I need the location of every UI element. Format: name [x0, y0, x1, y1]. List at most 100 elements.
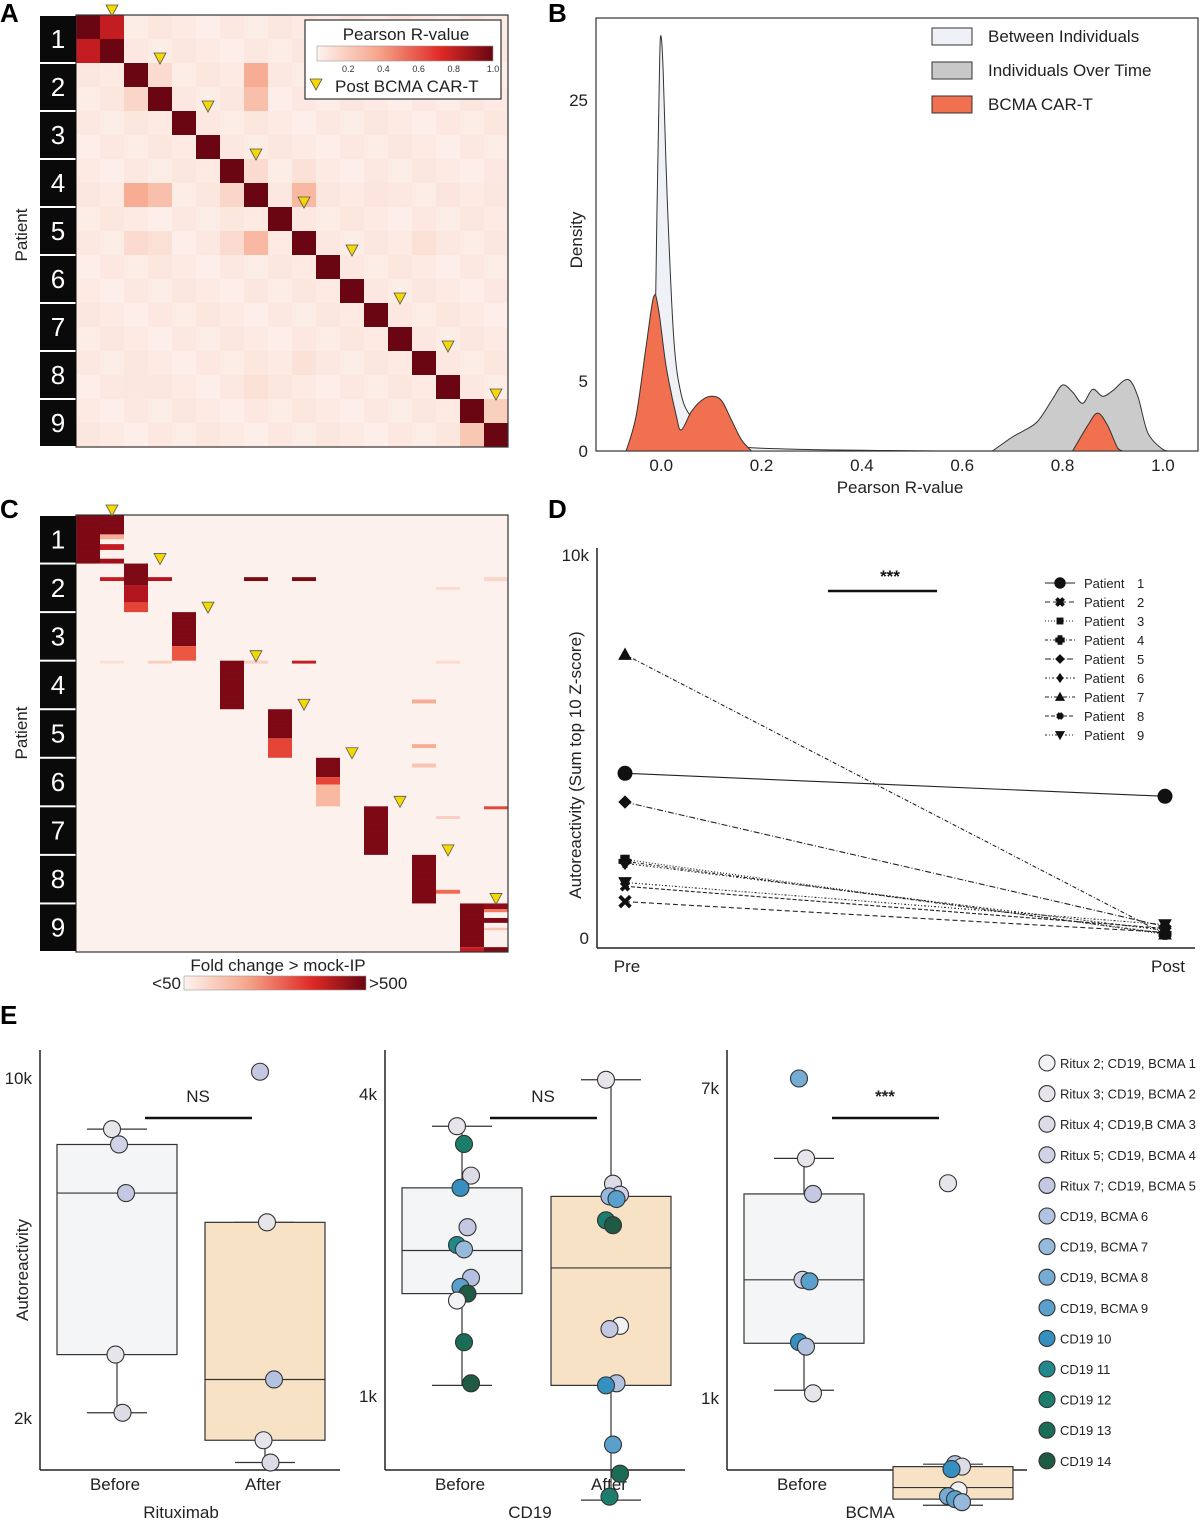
legend-label: Ritux 5; CD19, BCMA 4 — [1060, 1148, 1196, 1163]
density-xtick: 0.4 — [850, 456, 874, 475]
heatmap-cell — [268, 63, 293, 88]
density-plot-frame — [595, 17, 1199, 452]
heatmap-cell — [124, 111, 149, 136]
heatmap-cell — [220, 303, 245, 328]
line-legend: Patient 1 Patient 2 Patient 3 Patient 4 Patient 5… — [1045, 576, 1144, 743]
colorbar-c — [183, 975, 367, 991]
line-series — [617, 647, 1173, 940]
panel-a-heatmap: 1 2 3 4 5 6 7 8 9 Patient Pearson R-value — [12, 4, 509, 448]
heatmap-cell — [76, 63, 101, 88]
heatmap-cell — [268, 327, 293, 352]
box-point — [796, 1337, 816, 1356]
heatmap-cell — [268, 15, 293, 40]
legend-label: Individuals Over Time — [988, 61, 1151, 80]
heatmap-cell — [244, 279, 269, 304]
marker-patient-6 — [620, 856, 630, 871]
heatmap-c-bar — [484, 909, 508, 913]
heatmap-cell — [460, 255, 485, 280]
legend-marker-square — [1056, 617, 1064, 625]
significance-label: NS — [531, 1087, 555, 1106]
heatmap-cell — [220, 159, 245, 184]
panel-e-boxplots: Autoreactivity 10k 2k Before After Rituximab… — [5, 1050, 1196, 1520]
heatmap-cell — [244, 303, 269, 328]
box-point — [454, 1134, 474, 1154]
heatmap-cell — [172, 231, 197, 256]
box-ytick: 1k — [701, 1389, 719, 1408]
heatmap-cell — [436, 135, 461, 160]
patient-group-block — [40, 112, 76, 158]
heatmap-cell — [196, 351, 221, 376]
legend-id: 4 — [1137, 633, 1144, 648]
heatmap-cell — [172, 327, 197, 352]
heatmap-cell — [196, 39, 221, 64]
heatmap-cell — [172, 87, 197, 112]
line-patient-2 — [624, 901, 1166, 933]
legend-label: Patient — [1084, 709, 1125, 724]
density-xtick: 0.8 — [1051, 456, 1075, 475]
heatmap-cell — [76, 15, 101, 40]
heatmap-cell — [172, 183, 197, 208]
heatmap-cell — [364, 351, 389, 376]
heatmap-cell — [316, 231, 341, 256]
heatmap-cell — [148, 303, 173, 328]
heatmap-cell — [268, 135, 293, 160]
heatmap-cell — [76, 231, 101, 256]
heatmap-cell — [244, 63, 269, 88]
patient-group-label: 8 — [51, 864, 65, 894]
density-xtick: 0.2 — [750, 456, 774, 475]
heatmap-cell — [220, 207, 245, 232]
heatmap-a-legend: Pearson R-value 0.2 0.4 0.6 0.8 1.0 Post — [304, 19, 502, 100]
heatmap-cell — [244, 231, 269, 256]
legend-marker-circle — [1054, 577, 1066, 589]
box-point — [254, 1431, 273, 1450]
heatmap-c-bar — [484, 918, 508, 923]
boxplot-rituximab: 10k 2k Before After Rituximab NS — [5, 1050, 340, 1520]
heatmap-cell — [412, 375, 437, 400]
legend-swatch-circle — [1038, 1176, 1056, 1194]
heatmap-cell — [76, 375, 101, 400]
heatmap-cell — [412, 135, 437, 160]
heatmap-cell — [124, 63, 149, 88]
heatmap-cell — [124, 231, 149, 256]
heatmap-cell — [268, 207, 293, 232]
heatmap-cell — [460, 183, 485, 208]
box-ytick: 10k — [5, 1069, 33, 1088]
heatmap-cell — [268, 39, 293, 64]
heatmap-cell — [124, 255, 149, 280]
heatmap-cell — [172, 159, 197, 184]
heatmap-cell — [76, 183, 101, 208]
line-patient-7 — [624, 654, 1166, 935]
box-point — [454, 1240, 474, 1259]
legend-marker-thin-diamond — [1056, 672, 1064, 684]
heatmap-cell — [292, 207, 317, 232]
heatmap-cell — [292, 231, 317, 256]
triangle-down-icon — [201, 100, 215, 113]
heatmap-cell — [124, 15, 149, 40]
heatmap-cell — [172, 63, 197, 88]
heatmap-cell — [76, 207, 101, 232]
heatmap-cell — [412, 399, 437, 424]
legend-label: Between Individuals — [988, 27, 1139, 46]
heatmap-cell — [292, 375, 317, 400]
heatmap-c-bar — [484, 903, 508, 910]
heatmap-cell — [124, 399, 149, 424]
legend-label: BCMA CAR-T — [988, 95, 1093, 114]
heatmap-cell — [172, 375, 197, 400]
legend-swatch — [931, 61, 973, 80]
heatmap-cell — [220, 375, 245, 400]
heatmap-c-bar — [484, 806, 508, 810]
density-xtick: 0.6 — [950, 456, 974, 475]
heatmap-cell — [364, 423, 389, 448]
heatmap-c-bar — [292, 660, 316, 664]
heatmap-cell — [220, 63, 245, 88]
heatmap-cell — [268, 111, 293, 136]
heatmap-c-bar — [484, 577, 508, 582]
colorbar-c-high: >500 — [369, 974, 407, 993]
colorbar-a-tick: 1.0 — [487, 64, 500, 74]
box-point — [250, 1062, 270, 1081]
heatmap-cell — [292, 327, 317, 352]
heatmap-cell — [100, 231, 125, 256]
heatmap-cell — [196, 15, 221, 40]
heatmap-cell — [484, 183, 509, 208]
heatmap-c-patient-labels: 1 2 3 4 5 6 7 8 9 — [40, 516, 76, 951]
